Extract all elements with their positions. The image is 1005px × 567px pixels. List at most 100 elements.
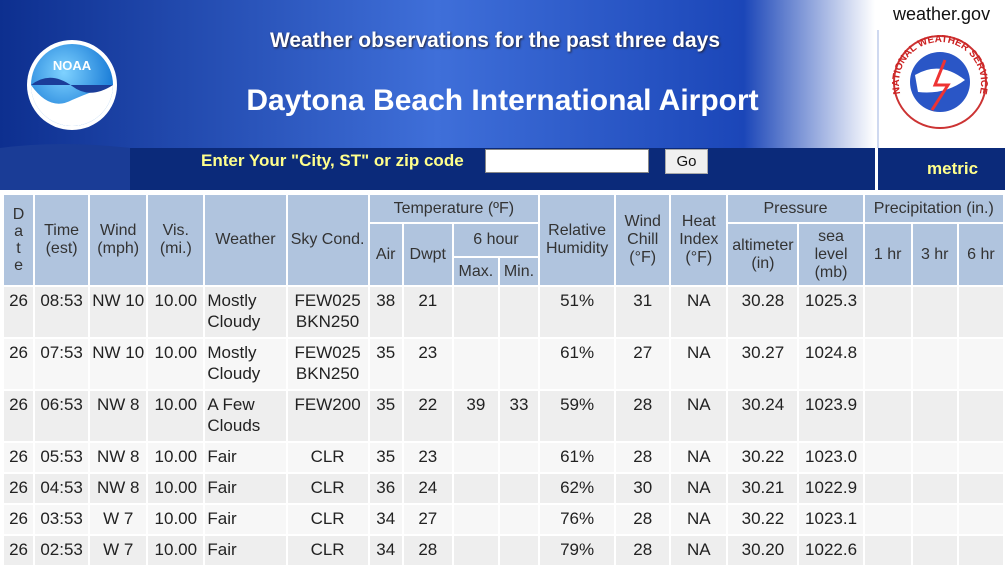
empty-cell [912,505,957,534]
col-header: Sky Cond. [287,195,368,285]
cell: 22 [403,391,452,441]
col-header-text: Date [12,206,25,274]
cell: NW 10 [90,339,147,389]
cell: NA [671,339,727,389]
cell: 24 [403,474,452,503]
col-header: 3 hr [912,224,957,285]
observations-table: Date Time (est) Wind (mph) Vis. (mi.) We… [2,193,1005,567]
empty-cell [912,339,957,389]
empty-cell [453,287,498,337]
empty-cell [499,505,539,534]
cell: 08:53 [35,287,89,337]
cell: 26 [4,339,34,389]
group-header: Precipitation (in.) [864,195,1003,222]
cell: FEW025 BKN250 [287,287,368,337]
empty-cell [499,536,539,565]
cell: 28 [616,505,670,534]
cell: FEW200 [287,391,368,441]
col-header: Vis. (mi.) [148,195,204,285]
cell: 10.00 [148,339,204,389]
cell: CLR [287,474,368,503]
empty-cell [958,474,1003,503]
cell: 30.27 [728,339,798,389]
cell: Fair [205,536,286,565]
cell: 51% [540,287,615,337]
cell: 26 [4,391,34,441]
empty-cell [453,443,498,472]
cell: 34 [369,505,402,534]
cell: 23 [403,339,452,389]
empty-cell [958,443,1003,472]
search-label: Enter Your "City, ST" or zip code [201,151,464,170]
cell: 26 [4,536,34,565]
col-header: altimeter (in) [728,224,798,285]
cell: 30.22 [728,505,798,534]
cell: 27 [616,339,670,389]
empty-cell [453,505,498,534]
cell: 10.00 [148,391,204,441]
empty-cell [912,474,957,503]
col-header: 1 hr [864,224,911,285]
cell: 10.00 [148,505,204,534]
cell: CLR [287,443,368,472]
col-header: Min. [499,258,539,285]
empty-cell [499,287,539,337]
col-header: Relative Humidity [540,195,615,285]
cell: Fair [205,474,286,503]
observation-row: 26 07:53 NW 10 10.00 Mostly Cloudy FEW025 BKN… [4,339,1003,389]
cell: 1023.0 [799,443,863,472]
empty-cell [499,339,539,389]
cell: 30.28 [728,287,798,337]
col-header: Wind (mph) [90,195,147,285]
cell: 06:53 [35,391,89,441]
cell: 61% [540,443,615,472]
cell: NW 8 [90,474,147,503]
col-header: sea level (mb) [799,224,863,285]
col-header: Heat Index (°F) [671,195,727,285]
cell: 1023.1 [799,505,863,534]
cell: 28 [616,391,670,441]
cell: A Few Clouds [205,391,286,441]
cell: 1024.8 [799,339,863,389]
cell: NA [671,474,727,503]
empty-cell [453,474,498,503]
empty-cell [958,505,1003,534]
empty-cell [864,287,911,337]
search-input[interactable] [485,149,649,173]
cell: 39 [453,391,498,441]
col-header: Dwpt [403,224,452,285]
cell: 76% [540,505,615,534]
cell: NA [671,391,727,441]
metric-link[interactable]: metric [927,159,979,178]
cell: NA [671,536,727,565]
cell: 34 [369,536,402,565]
cell: 10.00 [148,287,204,337]
cell: 10.00 [148,443,204,472]
cell: Mostly Cloudy [205,287,286,337]
empty-cell [912,536,957,565]
cell: NW 10 [90,287,147,337]
col-header: Air [369,224,402,285]
empty-cell [864,474,911,503]
empty-cell [958,391,1003,441]
cell: 33 [499,391,539,441]
cell: W 7 [90,505,147,534]
cell: CLR [287,536,368,565]
go-button[interactable]: Go [665,149,708,174]
cell: 30.21 [728,474,798,503]
group-header: Pressure [728,195,863,222]
cell: NA [671,287,727,337]
empty-cell [912,443,957,472]
cell: NW 8 [90,443,147,472]
cell: Fair [205,443,286,472]
empty-cell [912,391,957,441]
cell: CLR [287,505,368,534]
cell: 03:53 [35,505,89,534]
col-header: 6 hr [958,224,1003,285]
cell: 30.22 [728,443,798,472]
col-header: Wind Chill (°F) [616,195,670,285]
group-header: 6 hour [453,224,539,256]
search-band [0,148,875,190]
empty-cell [864,339,911,389]
cell: 26 [4,505,34,534]
